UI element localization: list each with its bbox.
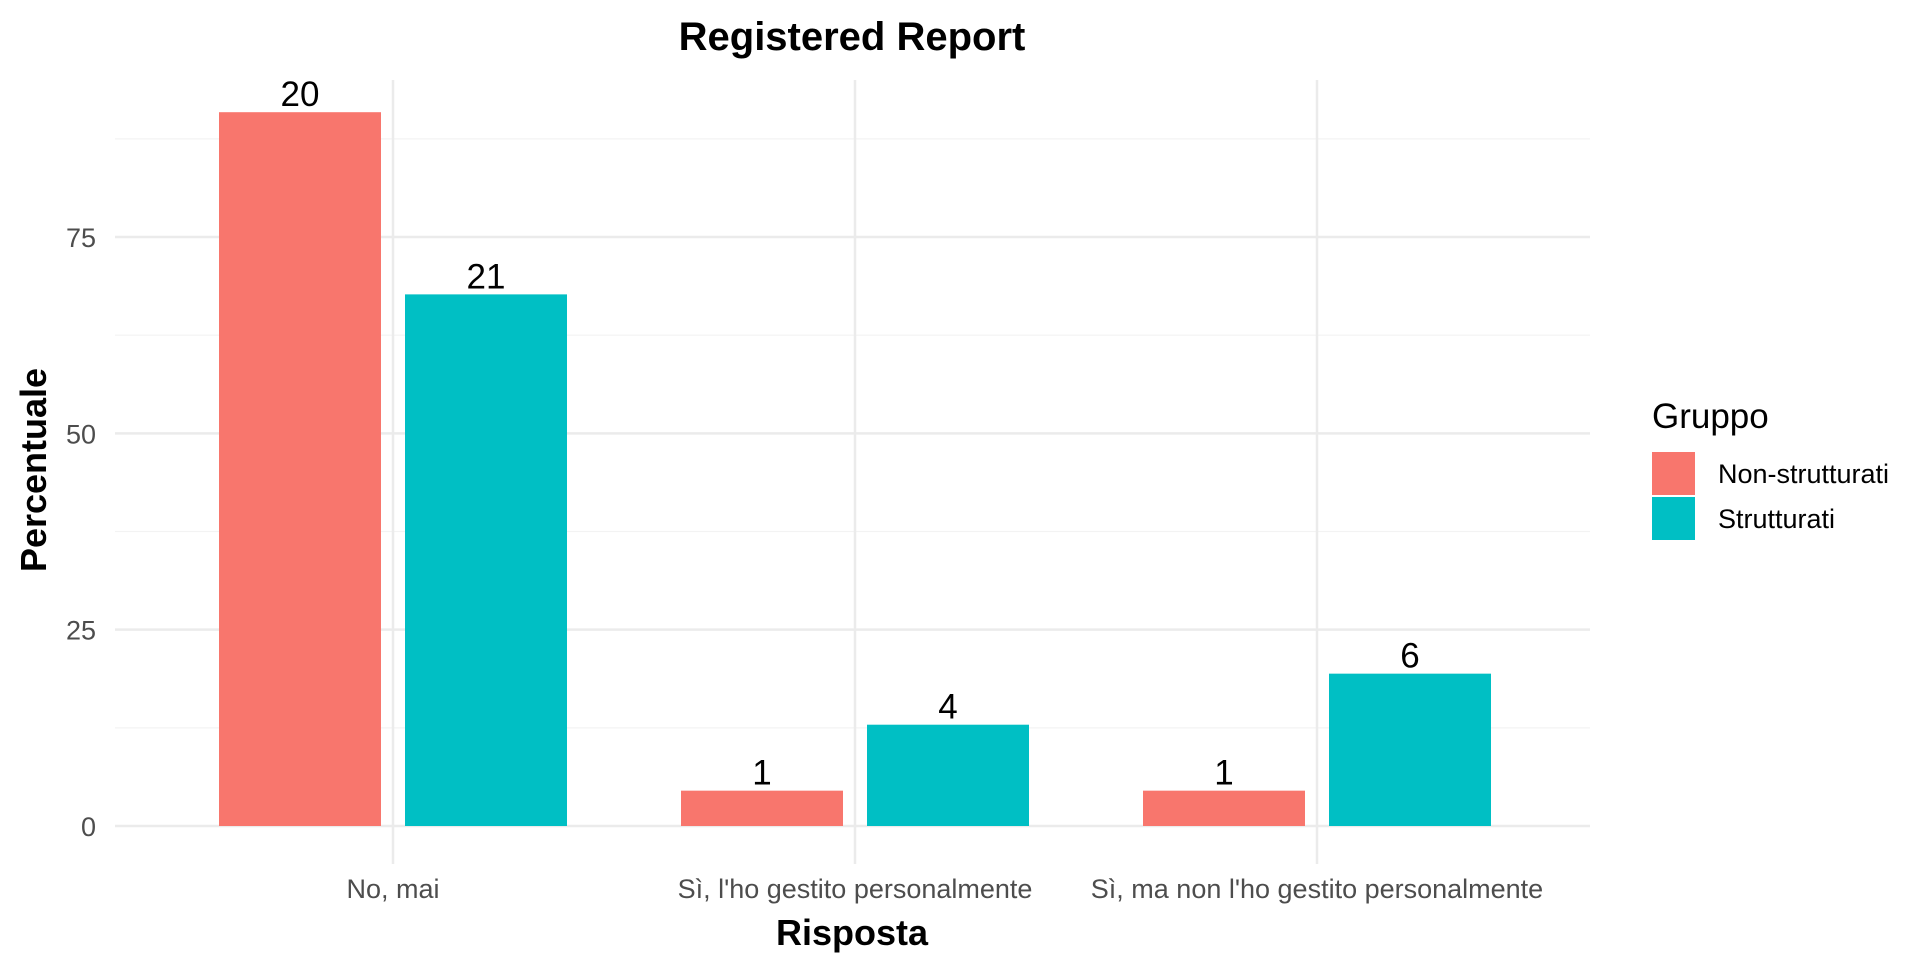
bar [1143, 790, 1305, 826]
data-label: 21 [467, 257, 506, 296]
y-tick-label: 25 [66, 616, 96, 646]
data-label: 1 [752, 754, 771, 793]
bar [681, 790, 843, 826]
legend-swatch [1652, 452, 1695, 495]
bar [1329, 673, 1491, 826]
y-tick-label: 75 [66, 223, 96, 253]
legend-swatch [1652, 497, 1695, 540]
y-tick-label: 50 [66, 419, 96, 449]
data-label: 1 [1214, 754, 1233, 793]
data-label: 4 [938, 688, 957, 727]
legend: Gruppo Non-strutturati Strutturati [1652, 397, 1889, 540]
legend-title: Gruppo [1652, 397, 1769, 436]
bar [867, 724, 1029, 826]
x-axis-ticks: No, mai Sì, l'ho gestito personalmente Sì,… [346, 874, 1543, 904]
data-label: 20 [281, 75, 320, 114]
data-labels: 20 1 1 21 4 6 [281, 75, 1420, 792]
x-tick-label: Sì, ma non l'ho gestito personalmente [1091, 874, 1543, 904]
data-label: 6 [1400, 637, 1419, 676]
x-tick-label: No, mai [346, 874, 439, 904]
legend-label: Strutturati [1718, 504, 1835, 534]
bars [219, 112, 1491, 826]
chart-title: Registered Report [679, 15, 1026, 59]
legend-label: Non-strutturati [1718, 459, 1889, 489]
y-tick-label: 0 [81, 812, 96, 842]
x-tick-label: Sì, l'ho gestito personalmente [678, 874, 1033, 904]
y-axis-ticks: 0 25 50 75 [66, 223, 96, 842]
y-axis-title: Percentuale [13, 368, 54, 572]
x-axis-title: Risposta [776, 912, 929, 953]
bar [405, 294, 567, 826]
bar [219, 112, 381, 826]
